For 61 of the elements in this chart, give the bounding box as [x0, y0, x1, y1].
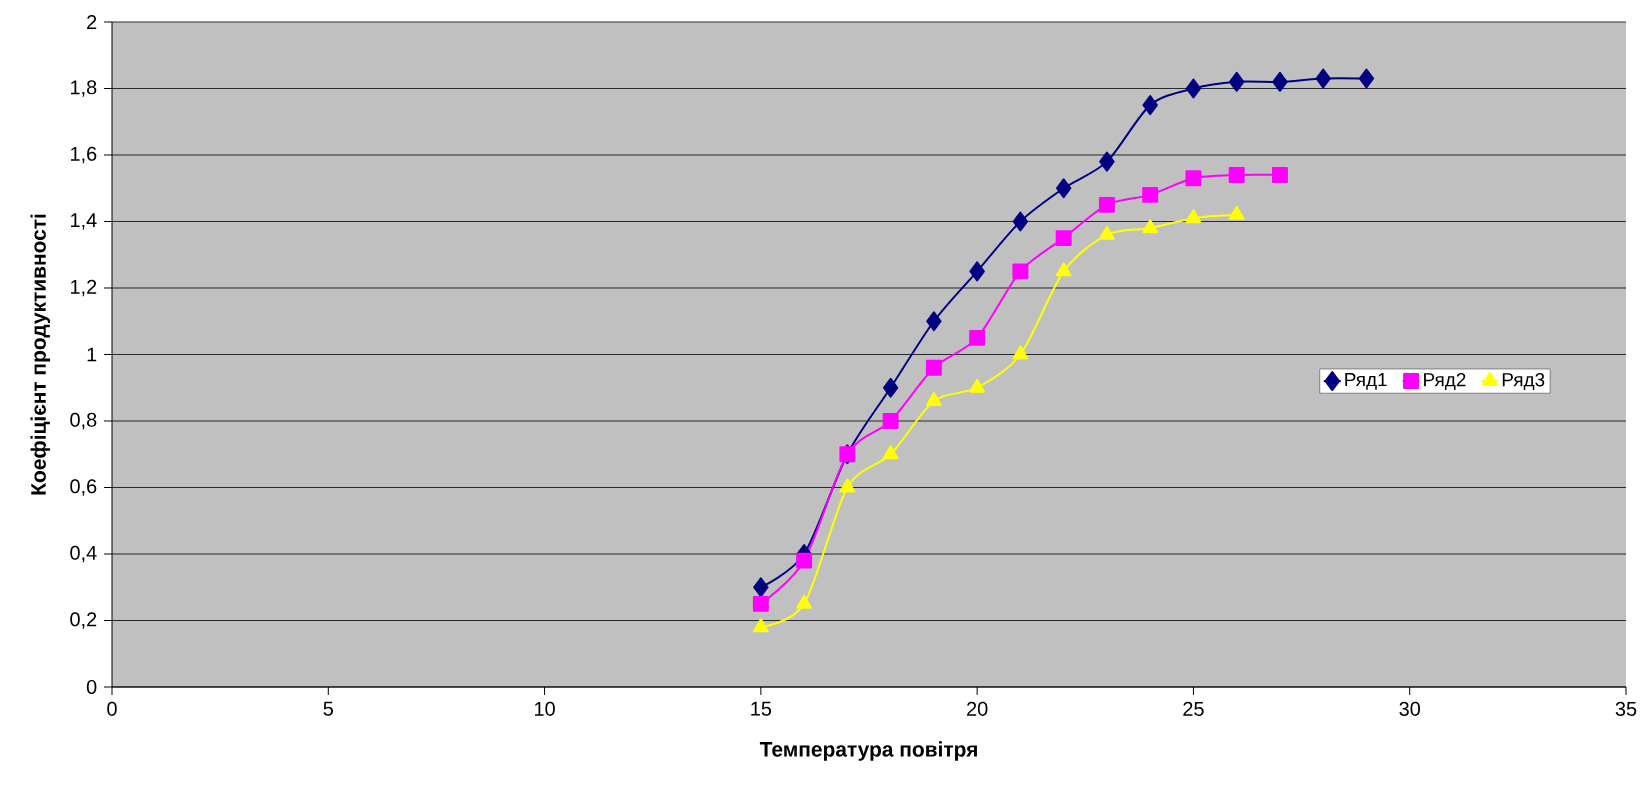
- point: [1099, 151, 1115, 172]
- x-axis-title: Температура повітря: [759, 741, 977, 761]
- point: [882, 377, 899, 398]
- y-tick-label: 1,6: [71, 146, 97, 164]
- point: [1098, 196, 1115, 213]
- legend-label: Ряд2: [1424, 372, 1466, 390]
- point: [1012, 345, 1029, 360]
- point: [1142, 186, 1159, 203]
- point: [1012, 263, 1029, 280]
- point: [1315, 68, 1331, 89]
- point: [969, 378, 986, 393]
- point: [1012, 211, 1029, 232]
- y-tick-label: 1,8: [71, 80, 97, 97]
- x-tick-label: 5: [323, 701, 333, 716]
- point: [1228, 166, 1245, 183]
- point: [1228, 71, 1245, 92]
- point: [1185, 78, 1202, 99]
- x-tick-label: 25: [1183, 701, 1204, 716]
- point: [926, 311, 942, 332]
- point: [796, 552, 813, 569]
- point: [839, 478, 856, 493]
- y-tick-label: 0,8: [70, 412, 97, 430]
- point: [882, 413, 899, 429]
- point: [1055, 262, 1072, 277]
- point: [1099, 225, 1115, 240]
- y-tick-label: 0: [86, 679, 97, 695]
- y-tick-label: 1: [87, 347, 97, 362]
- point: [925, 392, 942, 407]
- x-tick-label: 15: [751, 701, 772, 716]
- point: [752, 618, 769, 633]
- point: [1271, 166, 1288, 183]
- x-tick-label: 10: [535, 701, 555, 716]
- point: [752, 595, 769, 612]
- y-tick-label: 1,2: [71, 279, 97, 297]
- legend-label: Ряд1: [1345, 373, 1387, 390]
- point: [1142, 95, 1158, 116]
- point: [969, 261, 985, 282]
- point: [1055, 178, 1072, 199]
- point: [1272, 71, 1288, 92]
- x-tick-label: 20: [967, 701, 988, 716]
- point: [1228, 205, 1245, 220]
- x-tick-label: 0: [107, 701, 117, 716]
- point: [882, 445, 899, 460]
- point: [969, 329, 986, 346]
- point: [1142, 219, 1159, 234]
- point: [925, 359, 942, 376]
- legend-label: Ряд3: [1502, 372, 1545, 390]
- point: [1055, 230, 1072, 247]
- y-tick-label: 2: [87, 15, 97, 29]
- point: [1185, 170, 1202, 187]
- x-tick-label: 30: [1399, 701, 1421, 716]
- point: [796, 594, 813, 609]
- point: [753, 577, 769, 598]
- y-tick-label: 0,6: [70, 479, 97, 496]
- point: [1185, 209, 1202, 224]
- y-axis-title: Коефіцієнт продуктивності: [30, 214, 51, 495]
- y-tick-label: 0,2: [70, 612, 97, 629]
- y-tick-label: 1,4: [71, 213, 97, 230]
- y-tick-label: 0,4: [70, 545, 97, 563]
- x-tick-label: 35: [1615, 701, 1637, 716]
- point: [1358, 68, 1375, 89]
